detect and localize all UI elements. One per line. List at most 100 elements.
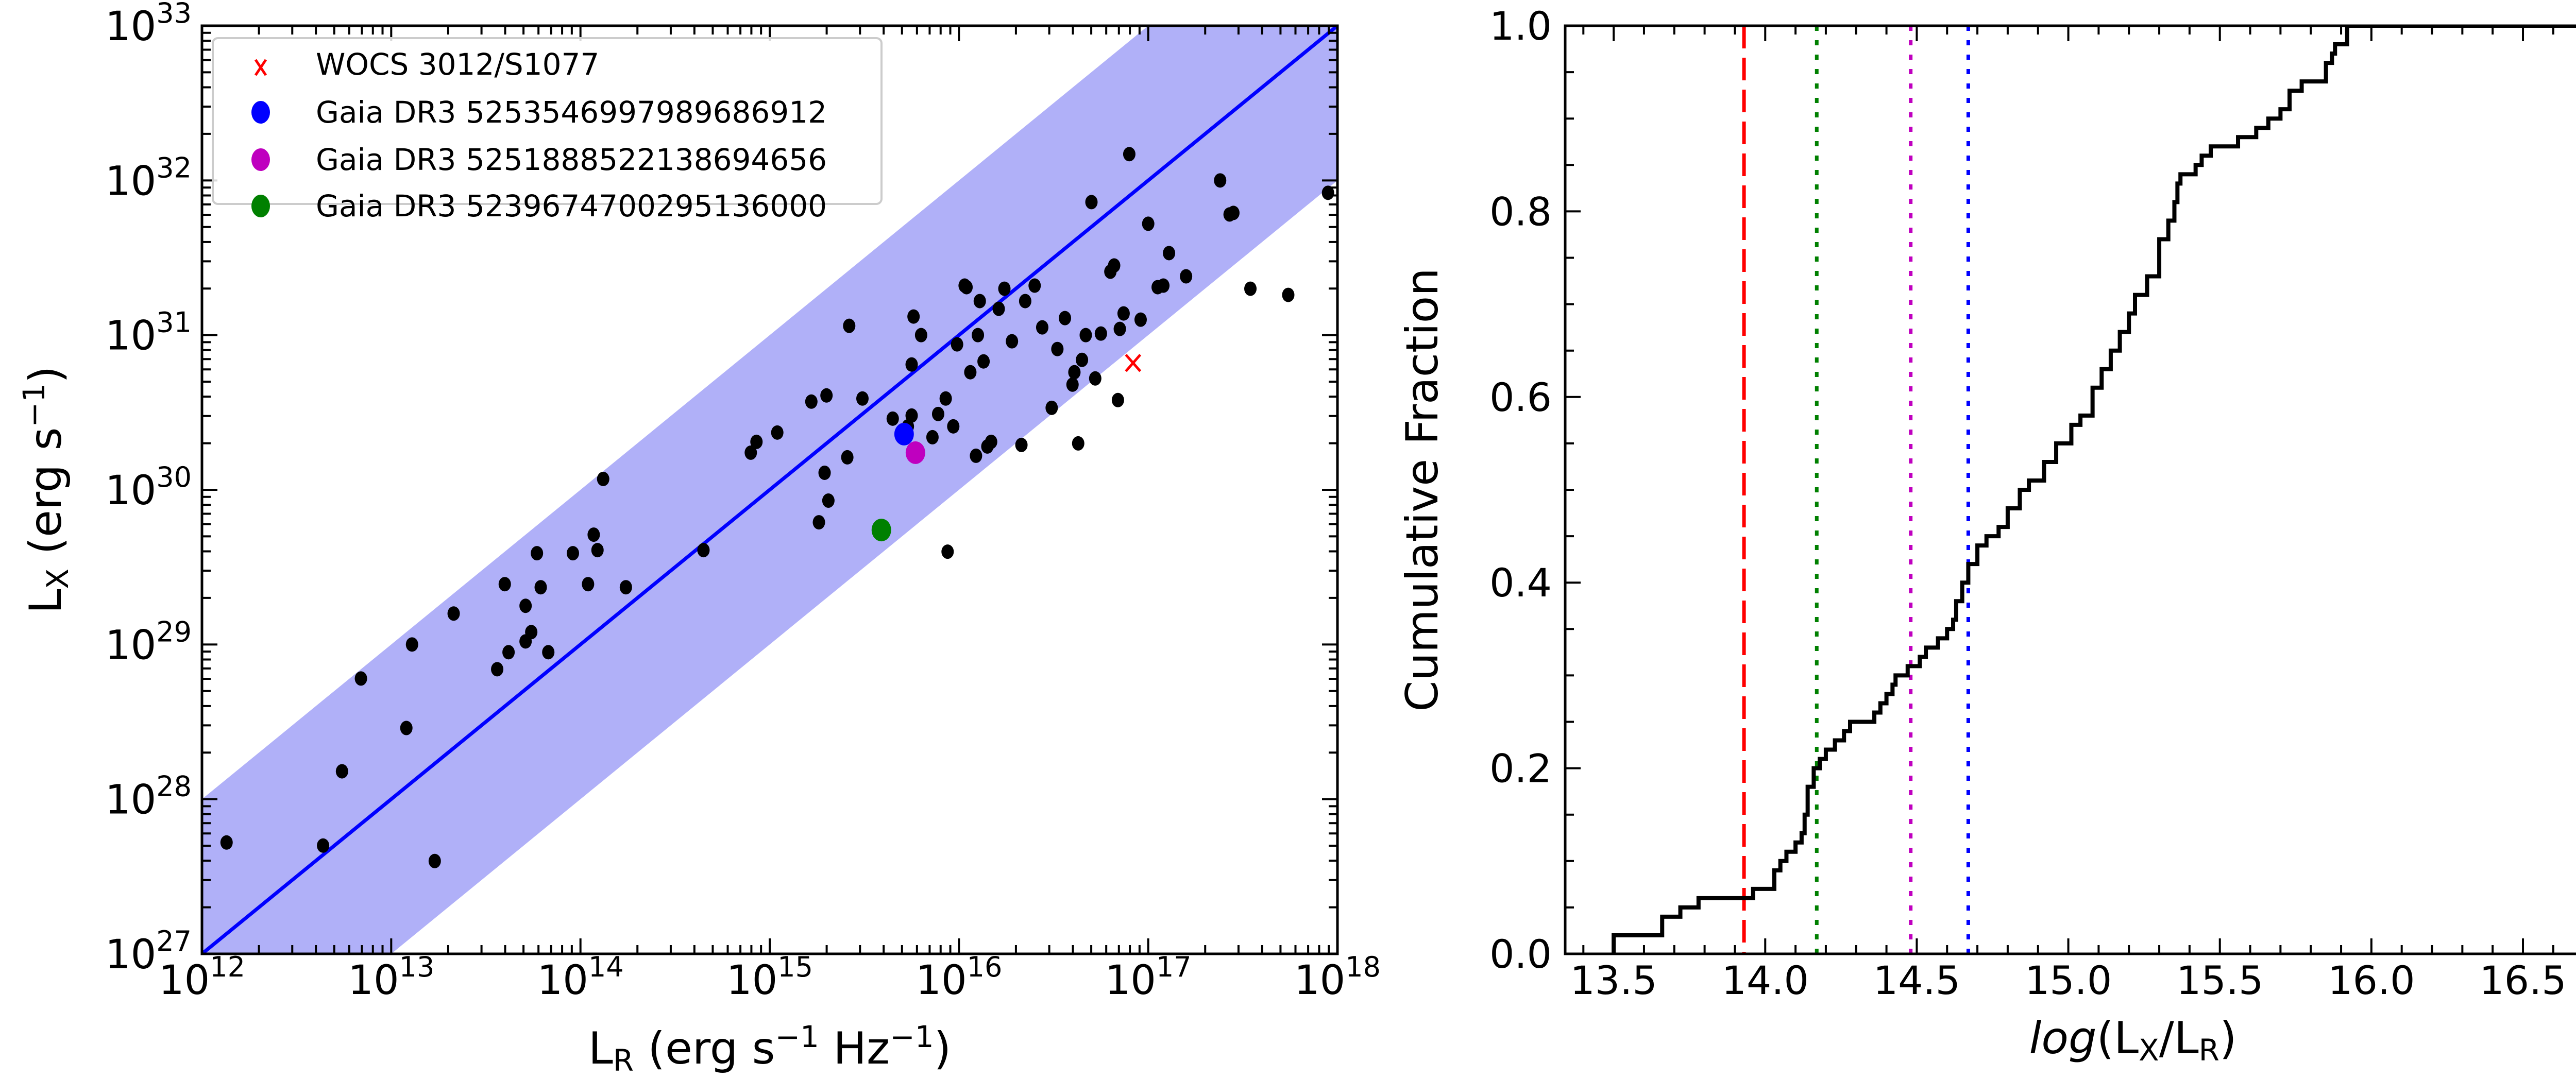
- legend-item-gaia-magenta: Gaia DR3 5251888522138694656: [251, 142, 827, 177]
- data-point: [1045, 400, 1058, 415]
- data-point: [400, 721, 413, 735]
- data-point: [1117, 306, 1130, 321]
- reference-lines: [1742, 26, 1970, 954]
- right-axis-ticks: [1565, 25, 2554, 955]
- data-point: [1123, 147, 1136, 162]
- data-point: [905, 408, 918, 423]
- data-point: [972, 328, 985, 342]
- data-point: [985, 434, 997, 449]
- x-tick-label: 14.0: [1722, 957, 1809, 1003]
- data-point: [405, 637, 418, 652]
- data-point: [1163, 246, 1176, 261]
- data-point: [1015, 437, 1028, 452]
- x-tick-label: 15.5: [2176, 957, 2263, 1003]
- y-tick-label: 0.4: [1489, 560, 1552, 606]
- left-x-axis-label: LR (erg s−1 Hz−1): [588, 1019, 951, 1078]
- data-point: [534, 580, 547, 595]
- blue-dot-icon: [251, 101, 270, 124]
- x-tick-label: 15.0: [2025, 957, 2112, 1003]
- x-tick-label: 13.5: [1570, 957, 1657, 1003]
- cdf-step-line: [1612, 26, 2576, 954]
- data-point: [856, 391, 869, 406]
- data-point: [502, 645, 515, 660]
- data-point: [220, 835, 233, 850]
- wocs-x-marker: [1125, 354, 1142, 372]
- right-panel: 13.5 14.0 14.5 15.0 15.5 16.0 16.5 0.0 0.2 0.4 0.6…: [1397, 3, 2576, 1068]
- data-point: [1108, 258, 1121, 273]
- x-tick-label: 1012: [159, 951, 245, 1004]
- x-tick-label: 1016: [916, 951, 1002, 1004]
- green-dot-icon: [251, 195, 270, 217]
- data-point: [1134, 312, 1147, 327]
- data-point: [771, 425, 784, 440]
- data-point: [947, 419, 960, 434]
- data-point: [744, 445, 757, 460]
- right-y-axis-label: Cumulative Fraction: [1397, 268, 1448, 711]
- x-tick-label: 1018: [1294, 951, 1381, 1004]
- y-tick-label: 0.2: [1489, 746, 1552, 792]
- data-point: [960, 280, 973, 295]
- data-point: [1282, 287, 1295, 302]
- x-tick-label: 16.0: [2328, 957, 2415, 1003]
- highlight-point: [894, 422, 914, 446]
- data-point: [939, 391, 952, 406]
- data-point: [1079, 328, 1092, 342]
- data-point: [1244, 281, 1257, 296]
- legend-item-gaia-blue: Gaia DR3 5253546997989686912: [251, 95, 827, 130]
- relation-line: [202, 26, 1337, 954]
- data-point: [1085, 195, 1098, 210]
- data-point: [998, 281, 1011, 296]
- right-tick-labels: 13.5 14.0 14.5 15.0 15.5 16.0 16.5 0.0 0.2 0.4 0.6…: [1489, 3, 2567, 1003]
- data-point: [951, 337, 963, 352]
- left-axes-frame: [200, 24, 1339, 955]
- y-tick-label: 1031: [105, 306, 192, 359]
- highlight-point: [871, 519, 891, 542]
- data-point: [1006, 334, 1019, 349]
- data-point: [335, 764, 348, 779]
- data-point: [317, 838, 330, 853]
- x-tick-label: 1013: [348, 951, 434, 1004]
- legend-item-gaia-green: Gaia DR3 5239674700295136000: [251, 189, 827, 224]
- right-axes-frame: [1564, 24, 2576, 955]
- data-point: [1028, 278, 1041, 293]
- y-tick-label: 1033: [105, 0, 192, 50]
- data-point: [1072, 436, 1084, 451]
- y-tick-label: 1028: [105, 770, 192, 824]
- y-tick-label: 1.0: [1489, 3, 1552, 49]
- data-point: [926, 430, 939, 444]
- data-point: [1068, 365, 1081, 380]
- data-point: [905, 357, 918, 372]
- data-point: [498, 577, 511, 592]
- data-point: [447, 606, 460, 621]
- data-point: [1076, 352, 1089, 367]
- data-point: [977, 354, 990, 369]
- data-point: [697, 543, 710, 558]
- data-point: [1157, 278, 1170, 293]
- x-tick-label: 1015: [726, 951, 813, 1004]
- data-point: [886, 411, 899, 426]
- data-point: [964, 365, 977, 380]
- data-point: [1066, 377, 1079, 392]
- data-point: [587, 527, 600, 542]
- data-point: [1142, 216, 1155, 231]
- left-tick-labels: 1012 1013 1014 1015 1016 1017 1018 1027 1028 1029…: [105, 0, 1381, 1004]
- y-tick-label: 0.0: [1489, 931, 1552, 977]
- data-point: [1111, 392, 1124, 407]
- y-tick-label: 1027: [105, 925, 192, 978]
- data-point: [519, 598, 532, 613]
- data-point: [619, 580, 632, 595]
- data-point: [1227, 205, 1240, 220]
- x-tick-label: 14.5: [1873, 957, 1960, 1003]
- legend-label: Gaia DR3 5253546997989686912: [316, 95, 827, 130]
- data-point: [820, 388, 833, 403]
- left-panel: WOCS 3012/S1077 Gaia DR3 525354699798968…: [16, 0, 1381, 1078]
- data-point: [525, 625, 538, 640]
- legend: WOCS 3012/S1077 Gaia DR3 525354699798968…: [212, 37, 883, 224]
- data-point: [750, 434, 763, 449]
- left-y-axis-label: LX (erg s−1): [16, 366, 75, 613]
- data-point: [941, 544, 954, 559]
- data-point: [1019, 294, 1031, 309]
- x-marker-icon: [254, 59, 267, 76]
- y-tick-label: 1030: [105, 461, 192, 514]
